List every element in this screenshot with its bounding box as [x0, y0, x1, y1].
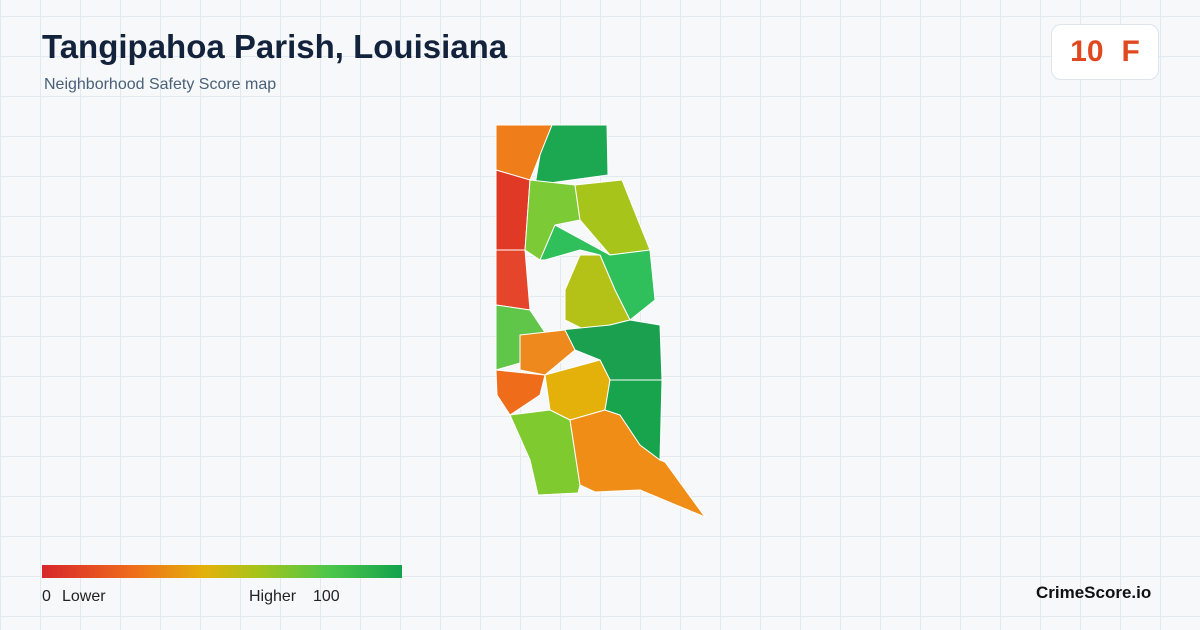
region — [604, 379, 663, 461]
region — [534, 124, 609, 186]
legend-min: 0 — [42, 588, 51, 605]
region — [519, 329, 576, 376]
score-badge: 10 F — [1051, 24, 1159, 80]
region — [495, 369, 546, 416]
region — [495, 124, 553, 181]
brand: CrimeScore.io — [1036, 583, 1152, 602]
score-grade: F — [1121, 35, 1140, 68]
legend-gradient — [42, 565, 402, 578]
score-value: 10 — [1070, 35, 1104, 68]
legend-min-label: Lower — [62, 588, 106, 605]
region — [509, 409, 581, 496]
region — [495, 169, 531, 251]
legend-max-label: Higher — [249, 588, 297, 605]
subtitle: Neighborhood Safety Score map — [44, 76, 277, 93]
legend-max: 100 — [313, 588, 340, 605]
title: Tangipahoa Parish, Louisiana — [42, 28, 508, 65]
region — [495, 249, 531, 311]
